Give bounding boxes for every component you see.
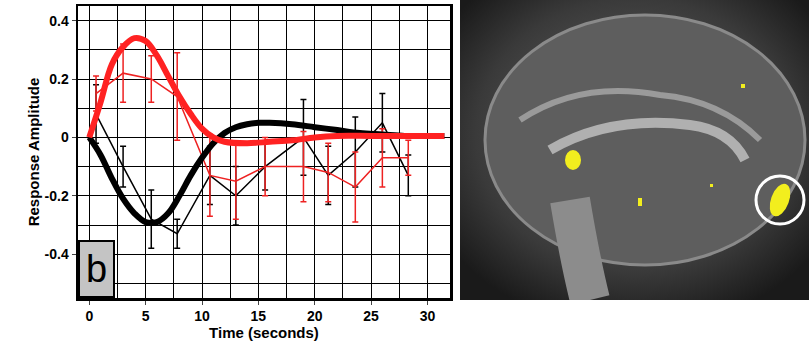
svg-text:0: 0: [85, 308, 93, 324]
svg-text:Time (seconds): Time (seconds): [209, 324, 319, 341]
svg-text:5: 5: [142, 308, 150, 324]
svg-text:-0.2: -0.2: [45, 188, 69, 204]
svg-text:-0.4: -0.4: [45, 246, 69, 262]
svg-text:0.2: 0.2: [49, 71, 69, 87]
svg-text:15: 15: [251, 308, 267, 324]
svg-text:30: 30: [420, 308, 436, 324]
svg-text:b: b: [86, 248, 107, 290]
svg-text:25: 25: [363, 308, 379, 324]
svg-text:0: 0: [61, 129, 69, 145]
svg-text:20: 20: [307, 308, 323, 324]
svg-text:Response Amplitude: Response Amplitude: [25, 78, 42, 227]
svg-text:10: 10: [194, 308, 210, 324]
svg-text:0.4: 0.4: [49, 13, 69, 29]
